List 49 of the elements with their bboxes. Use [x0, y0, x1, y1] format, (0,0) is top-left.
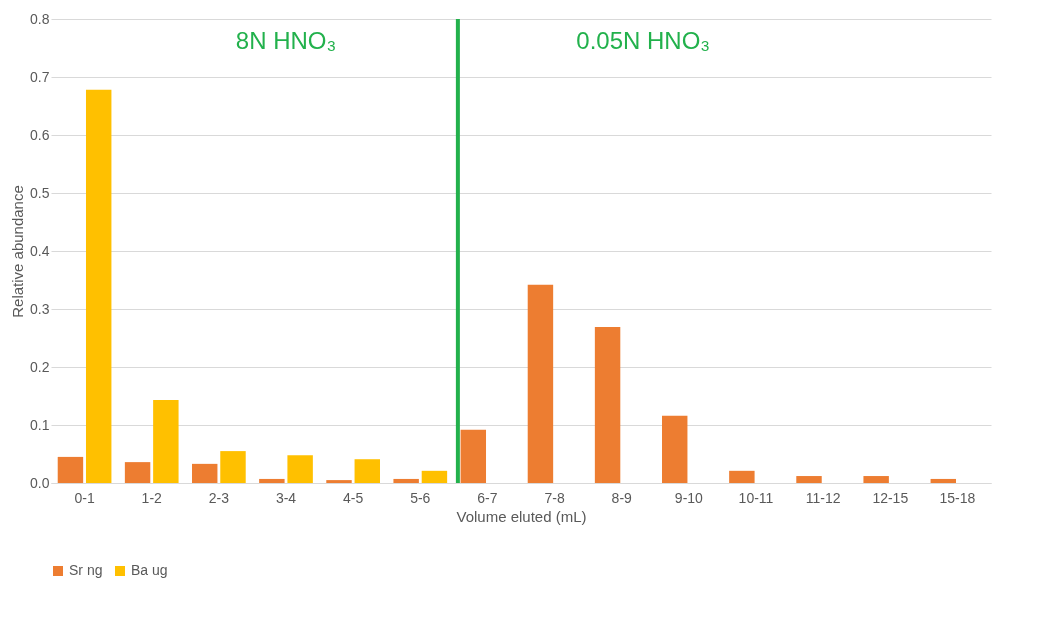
x-tick-label: 11-12	[805, 489, 841, 506]
y-tick-label: 0.2	[30, 358, 50, 375]
y-tick-label: 0.4	[30, 242, 50, 259]
y-tick-label: 0.5	[30, 184, 50, 201]
y-axis-title: Relative abundance	[9, 185, 27, 318]
x-tick-label: 7-8	[544, 489, 565, 506]
x-tick-label: 6-7	[477, 489, 498, 506]
bar	[393, 478, 419, 483]
x-tick-label: 12-15	[872, 489, 909, 506]
bar	[57, 456, 84, 483]
bar	[259, 478, 285, 483]
bar	[729, 470, 755, 483]
bar	[192, 463, 218, 483]
bar	[153, 400, 179, 483]
x-tick-label: 2-3	[208, 489, 230, 506]
x-tick-label: 10-11	[738, 489, 774, 506]
bar	[124, 462, 151, 483]
x-tick-label: 1-2	[141, 489, 163, 506]
y-tick-label: 0.0	[30, 474, 50, 491]
annotation: 0.05N HNO₃	[576, 27, 711, 55]
bar	[460, 429, 487, 483]
bar	[863, 476, 889, 483]
x-tick-label: 3-4	[275, 489, 297, 506]
x-axis-title: Volume eluted (mL)	[456, 507, 587, 525]
bar	[527, 284, 554, 483]
x-tick-label: 5-6	[410, 489, 431, 506]
x-tick-label: 0-1	[74, 489, 95, 506]
bar	[662, 415, 688, 483]
bar	[594, 326, 621, 483]
x-tick-label: 4-5	[343, 489, 364, 506]
legend-label: Sr ng	[69, 562, 103, 578]
x-tick-label: 9-10	[674, 489, 704, 506]
y-tick-label: 0.7	[30, 68, 50, 85]
bar	[930, 478, 957, 483]
bar	[354, 459, 380, 483]
y-tick-label: 0.6	[30, 126, 50, 143]
y-tick-label: 0.1	[30, 416, 50, 433]
bar	[796, 476, 822, 483]
bar	[421, 470, 448, 483]
bar	[326, 480, 352, 483]
legend-label: Ba ug	[131, 562, 168, 578]
y-tick-label: 0.8	[30, 10, 50, 27]
bar	[287, 455, 313, 483]
annotation: 8N HNO₃	[235, 27, 337, 55]
bar	[85, 89, 112, 483]
x-tick-label: 8-9	[611, 489, 633, 506]
y-tick-label: 0.3	[30, 300, 50, 317]
x-tick-label: 15-18	[939, 489, 976, 506]
bar	[220, 451, 246, 483]
